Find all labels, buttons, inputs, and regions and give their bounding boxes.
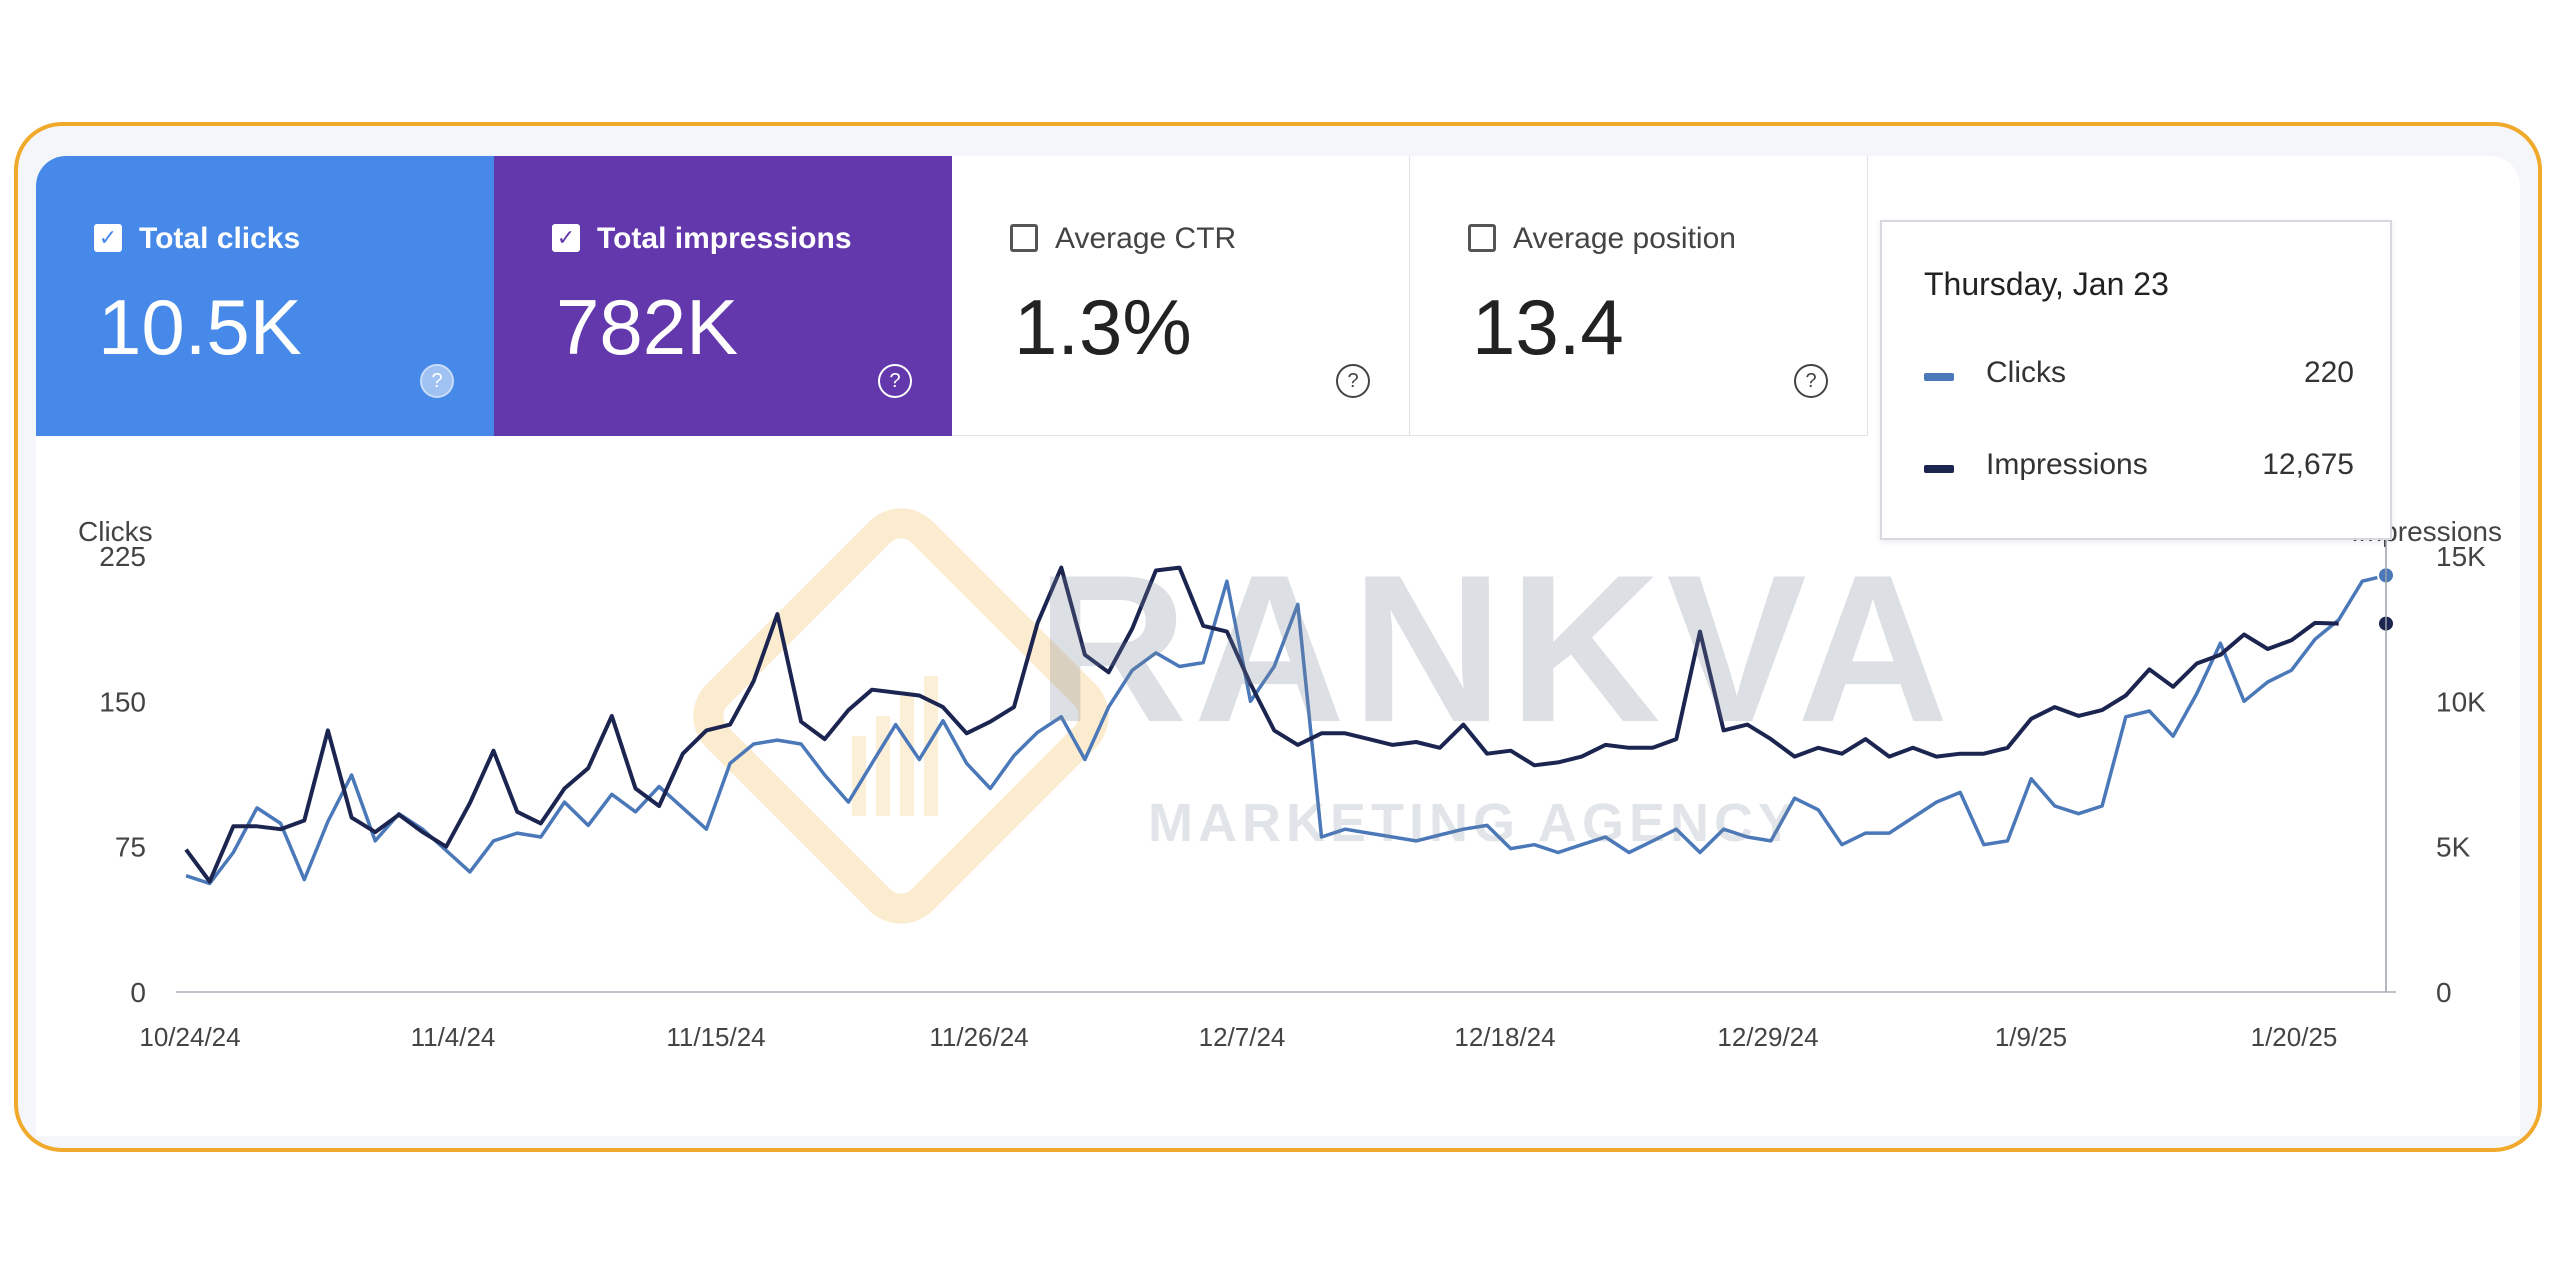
- watermark-subtext: MARKETING AGENCY: [1148, 793, 1800, 853]
- metric-value: 782K: [556, 283, 739, 371]
- metric-card-average-ctr[interactable]: Average CTR 1.3% ?: [952, 156, 1410, 436]
- series-line-impressions: [184, 565, 2339, 884]
- x-tick-label: 12/29/24: [1717, 1022, 1818, 1052]
- metric-cards: ✓ Total clicks 10.5K ? ✓ Total impressio…: [36, 156, 1896, 436]
- metric-label: Average position: [1513, 222, 1736, 255]
- tooltip-series-name: Impressions: [1986, 448, 2148, 481]
- watermark-bars: [852, 676, 938, 816]
- watermark-logo: [693, 508, 1109, 924]
- tooltip-series-name: Clicks: [1986, 356, 2066, 389]
- checkbox-checked-icon[interactable]: ✓: [94, 224, 122, 252]
- x-tick-label: 12/18/24: [1454, 1022, 1555, 1052]
- right-tick-label: 10K: [2436, 686, 2486, 717]
- metric-label: Total clicks: [139, 222, 301, 255]
- tooltip-row-clicks: Clicks 220: [1924, 356, 2354, 396]
- x-tick-label: 10/24/24: [139, 1022, 240, 1052]
- legend-swatch-clicks: [1924, 373, 1954, 381]
- right-tick-label: 5K: [2436, 832, 2471, 863]
- left-tick-label: 225: [99, 541, 146, 572]
- x-tick-label: 11/26/24: [929, 1022, 1028, 1052]
- metric-card-total-impressions[interactable]: ✓ Total impressions 782K ?: [494, 156, 952, 436]
- x-tick-label: 1/20/25: [2251, 1022, 2338, 1052]
- left-tick-label: 75: [115, 832, 146, 863]
- series-line-clicks: [185, 573, 2387, 886]
- watermark-text: RANKVA: [1036, 531, 1955, 766]
- checkbox-unchecked-icon[interactable]: [1010, 224, 1038, 252]
- help-icon[interactable]: ?: [1794, 364, 1828, 398]
- x-tick-label: 1/9/25: [1995, 1022, 2067, 1052]
- x-tick-label: 12/7/24: [1199, 1022, 1286, 1052]
- tooltip-date: Thursday, Jan 23: [1924, 266, 2169, 302]
- metric-card-average-position[interactable]: Average position 13.4 ?: [1410, 156, 1868, 436]
- legend-swatch-impressions: [1924, 465, 1954, 473]
- help-icon[interactable]: ?: [1336, 364, 1370, 398]
- right-tick-label: 15K: [2436, 541, 2486, 572]
- metric-value: 1.3%: [1014, 283, 1192, 371]
- metric-value: 10.5K: [98, 283, 302, 371]
- left-axis-label: Clicks: [78, 516, 153, 547]
- metric-label: Total impressions: [597, 222, 852, 255]
- left-tick-label: 0: [130, 977, 146, 1008]
- tooltip-series-value: 220: [2303, 356, 2354, 389]
- chart-tooltip: Thursday, Jan 23 Clicks 220 Impressions …: [1880, 220, 2392, 540]
- checkbox-unchecked-icon[interactable]: [1468, 224, 1496, 252]
- x-tick-label: 11/4/24: [411, 1022, 496, 1052]
- checkbox-checked-icon[interactable]: ✓: [552, 224, 580, 252]
- x-tick-label: 11/15/24: [666, 1022, 765, 1052]
- metric-card-total-clicks[interactable]: ✓ Total clicks 10.5K ?: [36, 156, 494, 436]
- help-icon[interactable]: ?: [878, 364, 912, 398]
- metric-value: 13.4: [1472, 283, 1624, 371]
- report-frame: Clicks Impressions 225 150 75 0 15K 10K 5K 0 10/24…: [14, 122, 2542, 1152]
- left-tick-label: 150: [99, 686, 146, 717]
- tooltip-series-value: 12,675: [2262, 448, 2354, 481]
- right-tick-label: 0: [2436, 977, 2452, 1008]
- help-icon[interactable]: ?: [420, 364, 454, 398]
- tooltip-row-impressions: Impressions 12,675: [1924, 448, 2354, 488]
- performance-panel: Clicks Impressions 225 150 75 0 15K 10K 5K 0 10/24…: [36, 156, 2520, 1136]
- metric-label: Average CTR: [1055, 222, 1237, 255]
